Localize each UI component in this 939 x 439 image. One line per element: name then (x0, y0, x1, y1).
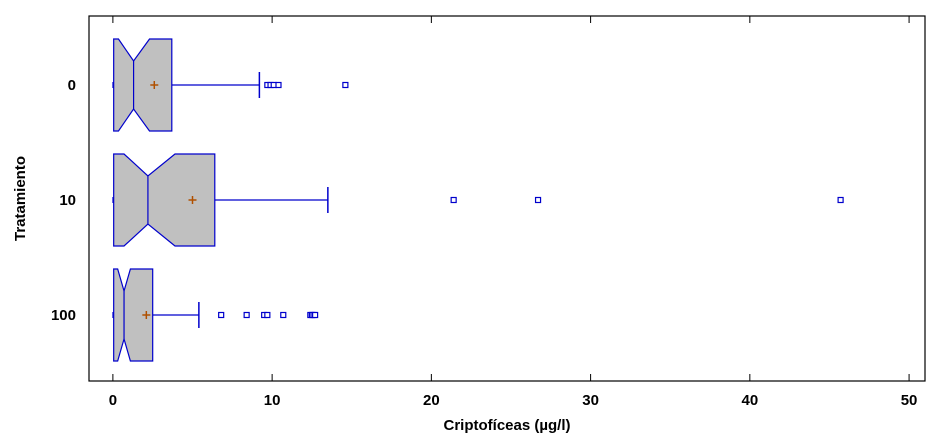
y-tick-label: 10 (59, 192, 76, 209)
y-tick-label: 100 (51, 307, 76, 324)
outlier-point (343, 83, 348, 88)
x-tick-label: 0 (109, 392, 117, 409)
x-tick-label: 30 (582, 392, 599, 409)
x-tick-label: 20 (423, 392, 440, 409)
outlier-point (219, 313, 224, 318)
outlier-point (281, 313, 286, 318)
y-axis: 0 10 100 (51, 77, 76, 324)
outlier-point (313, 313, 318, 318)
outlier-point (451, 198, 456, 203)
y-tick-label: 0 (68, 77, 76, 94)
outlier-point (276, 83, 281, 88)
y-axis-title: Tratamiento (12, 156, 29, 241)
notched-box (114, 39, 172, 131)
outlier-point (838, 198, 843, 203)
x-tick-label: 10 (264, 392, 281, 409)
x-tick-label: 40 (741, 392, 758, 409)
outlier-point (265, 313, 270, 318)
x-tick-label: 50 (901, 392, 918, 409)
notched-box (114, 154, 215, 246)
outlier-point (244, 313, 249, 318)
x-axis-title: Criptofíceas (µg/l) (444, 417, 571, 434)
outlier-point (536, 198, 541, 203)
